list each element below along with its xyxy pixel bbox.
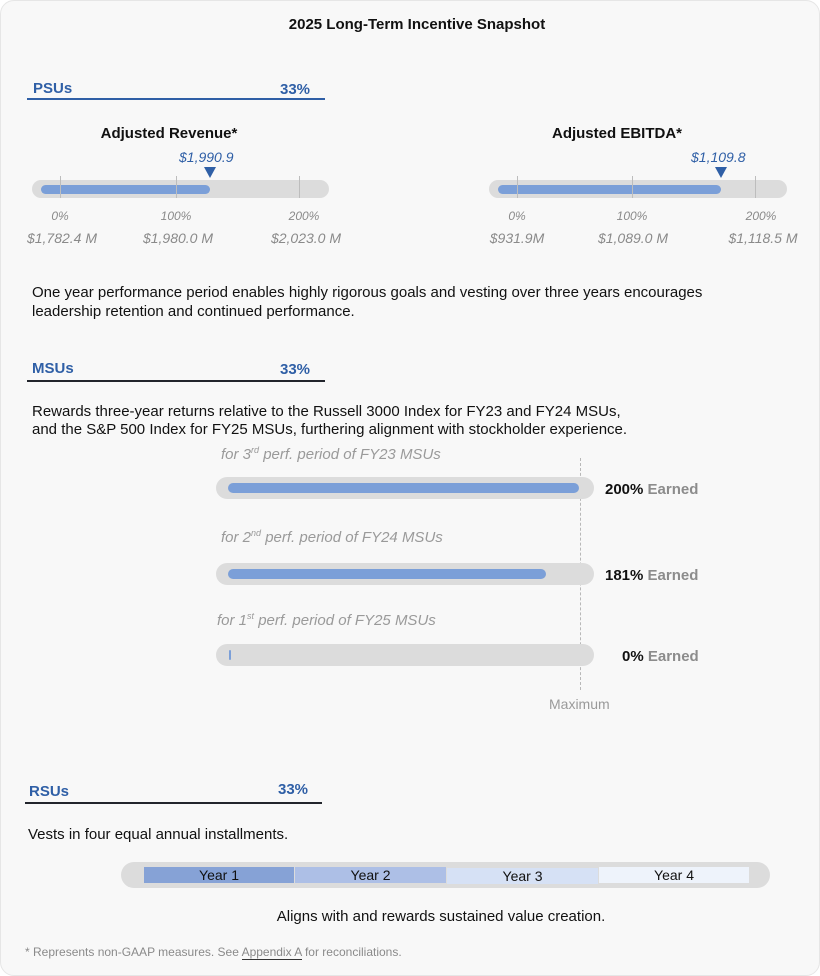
revenue-tick-value: $1,782.4 M — [26, 230, 98, 246]
footnote: * Represents non-GAAP measures. See Appe… — [25, 945, 402, 960]
msu-period-label: for 2nd perf. period of FY24 MSUs — [221, 528, 443, 546]
revenue-tick-pct: 200% — [288, 209, 320, 223]
msu-earned-label: 0% Earned — [622, 648, 699, 665]
ebitda-tick-value: $931.9M — [489, 230, 545, 246]
msu-section-title: MSUs — [32, 360, 74, 377]
msu-section-rule — [27, 380, 325, 382]
revenue-metric-title: Adjusted Revenue* — [100, 125, 238, 142]
psu-section-pct: 33% — [280, 81, 311, 98]
ebitda-tick-0 — [517, 176, 518, 198]
ebitda-marker-icon — [714, 167, 727, 178]
revenue-value-label: $1,990.9 — [179, 149, 234, 165]
msu-fill-bar — [228, 483, 579, 493]
psu-section-title: PSUs — [33, 80, 73, 97]
appendix-link[interactable]: Appendix A — [241, 945, 302, 960]
ebitda-tick-200 — [755, 176, 756, 198]
ebitda-tick-pct: 100% — [616, 209, 648, 223]
ebitda-tick-pct: 0% — [508, 209, 526, 223]
msu-section-pct: 33% — [280, 361, 311, 378]
rsu-year-segment: Year 1 — [144, 867, 294, 883]
rsu-year-segment: Year 4 — [599, 867, 749, 883]
msu-earned-label: 181% Earned — [605, 567, 699, 584]
msu-period-label: for 3rd perf. period of FY23 MSUs — [221, 445, 441, 463]
msu-track — [216, 644, 594, 666]
msu-description-line1: Rewards three-year returns relative to t… — [32, 403, 621, 420]
msu-earned-label: 200% Earned — [605, 481, 699, 498]
rsu-section-pct: 33% — [278, 781, 309, 798]
page-title: 2025 Long-Term Incentive Snapshot — [288, 16, 546, 33]
rsu-year-segment: Year 2 — [295, 867, 446, 883]
ebitda-fill-bar — [498, 185, 721, 194]
msu-fill-bar — [229, 650, 231, 660]
rsu-year-segment: Year 3 — [447, 868, 598, 884]
msu-period-label: for 1st perf. period of FY25 MSUs — [217, 611, 436, 629]
rsu-section-title: RSUs — [29, 783, 70, 800]
maximum-label: Maximum — [549, 696, 610, 712]
rsu-tagline: Aligns with and rewards sustained value … — [276, 908, 606, 925]
revenue-tick-200 — [299, 176, 300, 198]
revenue-tick-0 — [60, 176, 61, 198]
ebitda-tick-value: $1,118.5 M — [728, 230, 798, 246]
revenue-fill-bar — [41, 185, 211, 194]
rsu-description: Vests in four equal annual installments. — [28, 826, 289, 843]
ebitda-tick-pct: 200% — [745, 209, 777, 223]
ebitda-tick-100 — [632, 176, 633, 198]
msu-description-line2: and the S&P 500 Index for FY25 MSUs, fur… — [32, 421, 628, 438]
revenue-tick-pct: 100% — [160, 209, 192, 223]
revenue-tick-100 — [176, 176, 177, 198]
ebitda-metric-title: Adjusted EBITDA* — [551, 125, 682, 142]
psu-description: One year performance period enables high… — [32, 284, 703, 320]
ebitda-tick-value: $1,089.0 M — [597, 230, 669, 246]
msu-fill-bar — [228, 569, 546, 579]
rsu-section-rule — [25, 802, 322, 804]
psu-section-rule — [27, 98, 325, 100]
revenue-tick-pct: 0% — [51, 209, 69, 223]
ebitda-value-label: $1,109.8 — [691, 149, 746, 165]
revenue-tick-value: $2,023.0 M — [270, 230, 342, 246]
revenue-marker-icon — [204, 167, 217, 178]
revenue-tick-value: $1,980.0 M — [142, 230, 214, 246]
